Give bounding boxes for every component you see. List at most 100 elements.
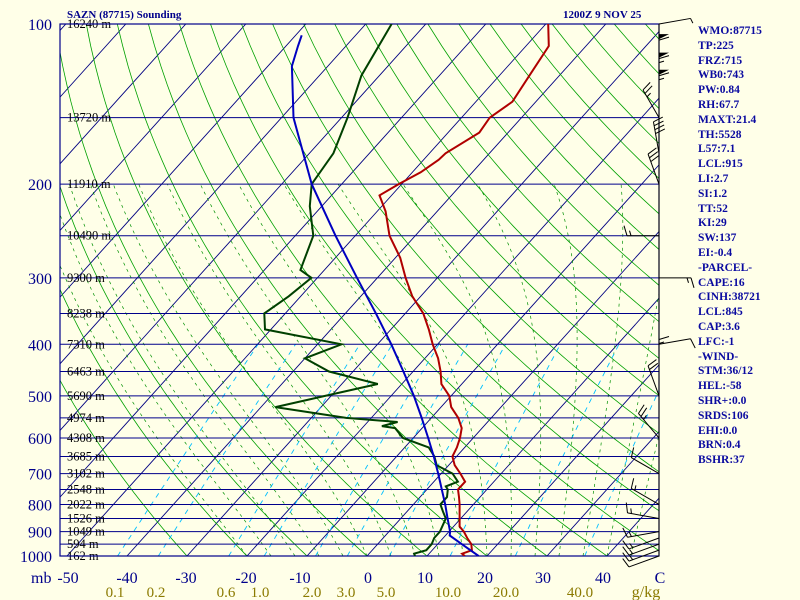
isotherm-line [246,97,659,556]
mixing-ratio-line [117,344,259,556]
moist-adiabat [606,291,659,556]
isotherm-line [426,297,659,556]
wind-barb [622,537,660,550]
sounding-indices: WMO:87715 TP:225 FRZ:715 WB0:743 PW:0.84 RH:6… [698,24,800,468]
index-row: EHI:0.0 [698,424,738,437]
wind-barb [642,82,660,118]
wind-barb-staff [628,549,660,562]
height-label: 7310 m [67,337,105,351]
wind-barb-half-feather [658,77,665,81]
sounding-series [263,24,550,556]
wind-barb [647,359,660,397]
temperature-tick-label: -10 [289,570,310,587]
wind-barbs [622,17,696,568]
wind-barb [638,404,660,439]
height-label: 2548 m [67,483,105,497]
moist-adiabat [112,183,344,556]
isotherm-line [60,24,487,498]
wind-barb-staff [631,488,660,505]
dewpoint-profile [263,24,460,556]
pressure-tick-label: 100 [28,17,52,34]
wind-barb-feather [690,277,695,288]
wind-barb [622,549,660,562]
pressure-tick-label: 800 [28,497,52,514]
wind-barb-half-feather [629,549,634,555]
height-label: 13720 m [67,111,111,125]
dry-adiabat [116,24,488,556]
wind-barb-staff [658,338,691,345]
mixing-ratio-line [263,344,393,556]
wind-barb-staff [628,543,660,556]
wind-barb-flag [659,69,669,75]
wind-barb-half-feather [629,230,632,236]
temperature-tick-label: C [655,570,666,587]
mixing-ratio-tick-label: 10.0 [435,585,461,600]
index-row: -WIND- [698,350,739,363]
temperature-tick-label: -20 [235,570,256,587]
temperature-tick-label: 10 [417,570,433,587]
isotherm-line [486,364,659,556]
background-grid [60,24,659,556]
height-label: 11910 m [67,177,111,191]
wind-barb-staff [642,89,660,118]
wind-barb [658,34,670,67]
wind-barb-feather [625,502,628,513]
mixing-ratio-unit-label: g/kg [632,584,660,600]
mixing-ratio-tick-label: 2.0 [303,585,322,600]
pressure-tick-label: 300 [28,271,52,288]
wind-barb-staff [627,512,660,519]
wind-barb [658,336,670,372]
height-label: 8238 m [67,306,105,320]
index-row: CINH:38721 [698,291,761,304]
index-row: FRZ:715 [698,54,743,67]
mixing-ratio-line [228,344,361,556]
wind-barb [630,478,660,505]
isotherm-line [60,24,127,98]
wind-barb-feather [630,447,635,458]
index-row: LFC:-1 [698,335,735,348]
wind-barb-feather [640,407,648,417]
index-row: TT:52 [698,202,728,215]
mixing-ratio-tick-label: 40.0 [567,585,593,600]
wind-barb-feather [653,116,663,123]
index-row: KI:29 [698,217,727,230]
isotherm-line [60,24,247,232]
pressure-tick-label: 900 [28,525,52,542]
wind-barb-half-feather [643,414,647,420]
height-label: 10490 m [67,229,111,243]
wind-barb [630,447,660,475]
isotherm-line [66,24,547,556]
pressure-tick-label: 400 [28,337,52,354]
height-label: 3685 m [67,449,105,463]
wind-barb-feather [649,151,659,159]
mixing-ratio-line [514,344,620,556]
index-row: PW:0.84 [698,84,740,97]
index-row: RH:67.7 [698,98,740,111]
index-row: SHR+:0.0 [698,394,747,407]
isotherm-line [306,164,659,556]
isotherm-line [546,430,659,556]
mixing-ratio-tick-label: 0.6 [217,585,236,600]
wind-barb-flag [659,34,669,40]
index-row: MAXT:21.4 [698,113,757,126]
moist-adiabat [553,183,578,556]
wind-barb-feather [658,36,670,41]
index-row: TP:225 [698,39,734,52]
mixing-ratio-tick-label: 5.0 [377,585,396,600]
wind-barb-feather [622,540,630,550]
wind-barb-staff [652,121,660,154]
wind-barb [622,527,660,538]
wind-barb-half-feather [658,60,665,64]
wind-barb-staff [627,531,660,538]
wind-barb-feather [647,147,657,155]
plot-border [59,23,660,557]
index-row: TH:5528 [698,128,742,141]
height-label: 5690 m [67,389,105,403]
pressure-tick-label: 700 [28,467,52,484]
wind-barb-feather [630,478,635,489]
index-row: SRDS:106 [698,409,749,422]
moist-adiabat [90,183,320,556]
moist-adiabat [582,184,624,556]
header-station: SAZN (87715) Sounding [67,9,182,21]
